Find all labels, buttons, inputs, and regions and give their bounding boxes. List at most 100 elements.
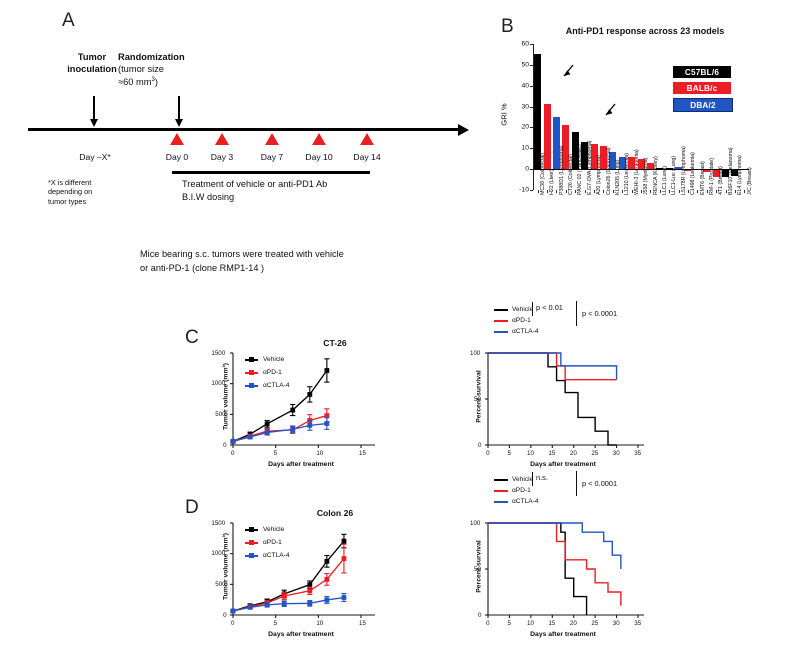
growth-data-point bbox=[341, 538, 347, 544]
panel-b-ytick-label-7: 60 bbox=[521, 40, 529, 48]
panel-b-xtick bbox=[622, 190, 624, 193]
panel-b-bar bbox=[637, 158, 645, 170]
legend-marker-swatch bbox=[249, 527, 254, 532]
legend-line-swatch bbox=[494, 478, 508, 481]
growth-data-point bbox=[230, 608, 236, 614]
growth-data-point bbox=[324, 597, 330, 603]
panel-b-ytick-label-3: 20 bbox=[521, 123, 529, 131]
panel-b-xtick bbox=[641, 190, 642, 193]
panel-b-category-label: CT26 (Colorectal) bbox=[568, 154, 575, 195]
survival-xaxis-title: Days after treatment bbox=[530, 461, 596, 468]
panel-b-zero-line bbox=[533, 169, 749, 171]
day-minus-x-label: Day –X* bbox=[79, 152, 111, 162]
dose-day-label-4: Day 14 bbox=[353, 152, 381, 162]
growth-xtick-label-1: 5 bbox=[273, 450, 278, 457]
panel-b-xtick bbox=[565, 190, 567, 193]
survival-series-line bbox=[488, 522, 622, 606]
growth-ytick-label-1: 500 bbox=[215, 580, 226, 588]
dose-marker-3 bbox=[312, 133, 326, 145]
growth-ytick-label-2: 1000 bbox=[211, 380, 226, 388]
panel-b-ytick-mark-3 bbox=[530, 127, 533, 129]
panel-b-ytick-label-0: -10 bbox=[519, 186, 529, 194]
panel-b-bar bbox=[656, 167, 664, 170]
panel-b-bar bbox=[628, 156, 636, 170]
panel-b-y-axis bbox=[533, 44, 535, 190]
pvalue-annotation-1: p < 0.0001 bbox=[582, 479, 618, 488]
panel-b-bar bbox=[712, 169, 720, 178]
panel-b-category-label: A20 (Lymphoma) bbox=[596, 155, 603, 195]
growth-xtick-label-1: 5 bbox=[273, 620, 278, 627]
panel-b-category-label: RM-1 (Prostate) bbox=[708, 158, 715, 195]
legend-marker-swatch bbox=[249, 357, 254, 362]
panel-a-letter: A bbox=[62, 10, 75, 31]
panel-b: B Anti-PD1 response across 23 models GRI… bbox=[495, 8, 795, 293]
survival-xtick-label-2: 10 bbox=[527, 450, 534, 457]
growth-data-point bbox=[307, 392, 313, 397]
panel-b-category-label: Colon26 (Colorectal) bbox=[605, 147, 612, 195]
legend-label: αPD-1 bbox=[512, 487, 531, 494]
inoculation-arrow-icon bbox=[89, 96, 98, 127]
legend-label: αCTLA-4 bbox=[263, 552, 290, 559]
panel-b-ytick-label-1: 0 bbox=[525, 165, 529, 173]
randomization-superscript: 3 bbox=[151, 77, 155, 83]
pvalue-bracket-0 bbox=[532, 302, 534, 316]
pvalue-annotation-0: n.s. bbox=[536, 473, 548, 482]
growth-xtick-label-2: 10 bbox=[316, 620, 324, 627]
panel-b-bar bbox=[665, 167, 673, 170]
survival-xtick-label-1: 5 bbox=[507, 450, 511, 457]
panel-c-growth-title: CT-26 bbox=[323, 338, 347, 348]
growth-yaxis-title: Tumor volume (mm³) bbox=[222, 532, 230, 601]
panel-b-category-label: WEHI-3 (Leukemia) bbox=[633, 149, 640, 195]
growth-series-line bbox=[232, 422, 327, 442]
panel-b-xtick bbox=[669, 190, 671, 193]
survival-series-line bbox=[488, 352, 617, 446]
legend-label: αPD-1 bbox=[512, 317, 531, 324]
panel-c-letter: C bbox=[185, 327, 199, 348]
panel-a: A Tumor inoculation Randomization (tumor… bbox=[0, 0, 490, 290]
survival-ytick-label-1: 50 bbox=[474, 395, 481, 403]
survival-series-line bbox=[488, 522, 588, 615]
panel-b-xtick bbox=[725, 190, 727, 193]
survival-yaxis-title: Percent survival bbox=[475, 370, 483, 423]
panel-b-xtick bbox=[594, 190, 596, 193]
legend-line-swatch bbox=[494, 308, 508, 311]
footnote-line-2: tumor types bbox=[48, 196, 87, 206]
dose-day-label-2: Day 7 bbox=[260, 152, 284, 162]
panel-b-category-label: H22 (Liver) bbox=[549, 169, 556, 195]
growth-data-point bbox=[230, 438, 236, 444]
growth-ytick-label-3: 1500 bbox=[211, 349, 226, 357]
growth-data-point bbox=[290, 407, 296, 413]
survival-xtick-label-0: 0 bbox=[486, 620, 490, 627]
growth-xtick-label-2: 10 bbox=[316, 450, 324, 457]
panel-b-xtick bbox=[734, 190, 736, 193]
survival-ytick-label-2: 100 bbox=[470, 519, 481, 527]
survival-xtick-label-1: 5 bbox=[507, 620, 511, 627]
panel-d-growth-legend-entry-1: αPD-1 bbox=[245, 538, 282, 547]
growth-ytick-label-2: 1000 bbox=[211, 550, 226, 558]
survival-xtick-label-7: 35 bbox=[634, 450, 642, 457]
growth-data-point bbox=[247, 604, 253, 610]
legend-label: αPD-1 bbox=[263, 539, 282, 546]
panel-d-survival-legend-entry-0: Vehicle bbox=[494, 475, 533, 484]
treatment-period-bar bbox=[172, 171, 370, 174]
panel-b-ylabel: GRI % bbox=[499, 103, 509, 126]
panel-b-bar bbox=[590, 144, 598, 170]
dose-day-label-1: Day 3 bbox=[210, 152, 234, 162]
panel-b-xtick bbox=[612, 190, 614, 193]
growth-ytick-label-0: 0 bbox=[223, 611, 227, 619]
panel-b-ytick-mark-2 bbox=[530, 148, 533, 150]
legend-line-swatch bbox=[494, 330, 508, 333]
survival-ytick-label-0: 0 bbox=[478, 441, 482, 449]
growth-data-point bbox=[324, 413, 330, 418]
panel-b-legend-item-0: C57BL/6 bbox=[673, 66, 731, 78]
panel-c-growth-legend-entry-2: αCTLA-4 bbox=[245, 381, 290, 390]
growth-ytick-label-3: 1500 bbox=[211, 519, 226, 527]
growth-data-point bbox=[281, 601, 287, 607]
legend-label: Vehicle bbox=[263, 526, 285, 533]
growth-data-point bbox=[264, 421, 270, 427]
survival-xtick-label-5: 25 bbox=[591, 620, 599, 627]
panel-b-category-label: L1210 (Leukemia) bbox=[624, 153, 631, 195]
panel-b-ytick-mark-6 bbox=[530, 64, 533, 66]
randomization-line3: ≈60 mm bbox=[118, 77, 152, 88]
panel-b-bar bbox=[552, 117, 560, 170]
